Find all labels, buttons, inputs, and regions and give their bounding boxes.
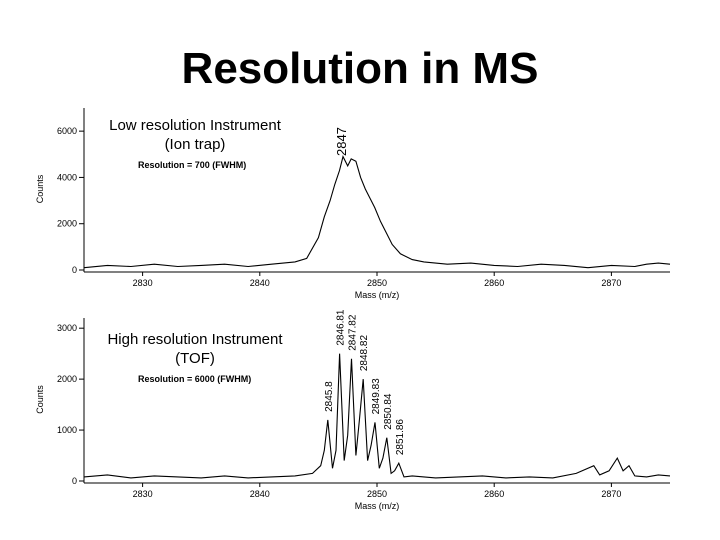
caption-line-2: (Ion trap)	[164, 136, 226, 153]
peak-label: 2849.83	[371, 378, 382, 415]
x-tick-label: 2850	[367, 278, 387, 288]
peak-label: 2851.86	[395, 419, 406, 456]
peak-label: 2847	[334, 127, 349, 156]
spectrum-line	[83, 155, 671, 269]
peak-label: 2846.81	[336, 309, 347, 346]
resolution-label: Resolution = 700 (FWHM)	[138, 160, 246, 170]
y-tick-label: 0	[72, 265, 77, 275]
y-tick-label: 0	[72, 476, 77, 486]
spectrum-line	[83, 353, 671, 479]
x-axis-label: Mass (m/z)	[355, 290, 400, 300]
peak-label: 2850.84	[383, 393, 394, 430]
x-tick-label: 2860	[484, 489, 504, 499]
y-tick-label: 2000	[57, 219, 77, 229]
y-tick-label: 3000	[57, 323, 77, 333]
high-res-caption: High resolution Instrument (TOF)	[90, 330, 300, 368]
y-tick-label: 6000	[57, 126, 77, 136]
peak-label: 2848.82	[359, 335, 370, 372]
y-tick-label: 4000	[57, 172, 77, 182]
x-tick-label: 2830	[133, 278, 153, 288]
x-tick-label: 2870	[601, 278, 621, 288]
x-tick-label: 2830	[133, 489, 153, 499]
y-tick-label: 2000	[57, 374, 77, 384]
y-axis-label: Counts	[35, 385, 45, 414]
x-tick-label: 2840	[250, 489, 270, 499]
x-tick-label: 2860	[484, 278, 504, 288]
peak-label: 2845.8	[324, 381, 335, 412]
y-axis-label: Counts	[35, 174, 45, 203]
peak-label: 2847.82	[347, 314, 358, 351]
slide-title: Resolution in MS	[181, 44, 539, 93]
x-tick-label: 2870	[601, 489, 621, 499]
low-res-caption: Low resolution Instrument (Ion trap)	[90, 116, 300, 154]
caption-line-1: High resolution Instrument	[107, 331, 283, 348]
x-axis-label: Mass (m/z)	[355, 501, 400, 511]
x-tick-label: 2840	[250, 278, 270, 288]
caption-line-1: Low resolution Instrument	[109, 117, 281, 134]
resolution-label: Resolution = 6000 (FWHM)	[138, 374, 251, 384]
caption-line-2: (TOF)	[175, 350, 215, 367]
x-tick-label: 2850	[367, 489, 387, 499]
y-tick-label: 1000	[57, 425, 77, 435]
